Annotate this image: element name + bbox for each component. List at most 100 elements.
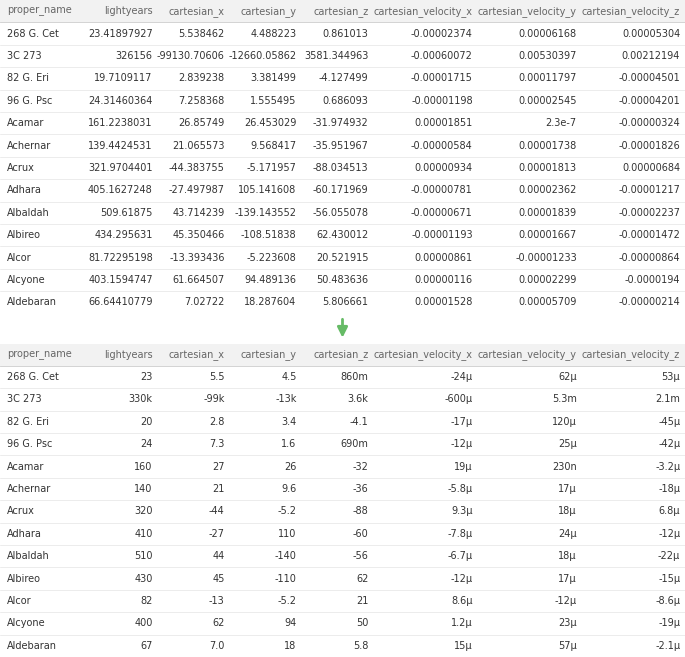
- Text: 50.483636: 50.483636: [316, 275, 369, 285]
- Text: -18μ: -18μ: [658, 484, 680, 494]
- Text: 0.00000934: 0.00000934: [414, 163, 473, 173]
- Text: 61.664507: 61.664507: [173, 275, 225, 285]
- Text: 44: 44: [212, 551, 225, 561]
- Text: 96 G. Psc: 96 G. Psc: [7, 96, 52, 106]
- Text: -13.393436: -13.393436: [169, 252, 225, 263]
- Text: 510: 510: [134, 551, 153, 561]
- Text: 25μ: 25μ: [558, 440, 577, 449]
- Text: -5.171957: -5.171957: [247, 163, 297, 173]
- Text: Alcyone: Alcyone: [7, 618, 45, 628]
- Text: 330k: 330k: [129, 394, 153, 405]
- Text: -60: -60: [353, 529, 369, 539]
- Text: 0.00002299: 0.00002299: [519, 275, 577, 285]
- Text: 94.489136: 94.489136: [245, 275, 297, 285]
- Text: -99130.70606: -99130.70606: [157, 51, 225, 61]
- Bar: [0, 22, 685, 45]
- Text: -0.00000324: -0.00000324: [619, 118, 680, 128]
- Text: -22μ: -22μ: [658, 551, 680, 561]
- Text: -88.034513: -88.034513: [313, 163, 369, 173]
- Text: 0.00000684: 0.00000684: [622, 163, 680, 173]
- Text: Adhara: Adhara: [7, 529, 42, 539]
- Text: -42μ: -42μ: [658, 440, 680, 449]
- Text: 7.3: 7.3: [210, 440, 225, 449]
- Text: 7.0: 7.0: [210, 641, 225, 651]
- Text: -0.0000194: -0.0000194: [625, 275, 680, 285]
- Text: cartesian_x: cartesian_x: [169, 350, 225, 360]
- Text: -0.00000584: -0.00000584: [411, 141, 473, 150]
- Bar: [0, 590, 685, 612]
- Text: -35.951967: -35.951967: [312, 141, 369, 150]
- Text: -19μ: -19μ: [658, 618, 680, 628]
- Text: 0.00011797: 0.00011797: [519, 74, 577, 83]
- Text: 140: 140: [134, 484, 153, 494]
- Text: 4.488223: 4.488223: [251, 29, 297, 39]
- Text: Albireo: Albireo: [7, 574, 41, 583]
- Text: 43.714239: 43.714239: [173, 208, 225, 217]
- Text: 8.6μ: 8.6μ: [451, 596, 473, 606]
- Text: 18μ: 18μ: [558, 507, 577, 516]
- Text: 20.521915: 20.521915: [316, 252, 369, 263]
- Text: -0.00004201: -0.00004201: [619, 96, 680, 106]
- Bar: [0, 157, 685, 179]
- Text: 1.6: 1.6: [282, 440, 297, 449]
- Text: -600μ: -600μ: [445, 394, 473, 405]
- Text: -17μ: -17μ: [451, 417, 473, 427]
- Bar: [0, 0, 685, 22]
- Text: -31.974932: -31.974932: [313, 118, 369, 128]
- Text: -36: -36: [353, 484, 369, 494]
- Text: 23: 23: [140, 372, 153, 382]
- Text: 50: 50: [356, 618, 369, 628]
- Text: 45: 45: [212, 574, 225, 583]
- Text: 430: 430: [134, 574, 153, 583]
- Text: lightyears: lightyears: [104, 350, 153, 359]
- Text: 860m: 860m: [340, 372, 369, 382]
- Text: 509.61875: 509.61875: [101, 208, 153, 217]
- Text: -5.223608: -5.223608: [247, 252, 297, 263]
- Text: Achernar: Achernar: [7, 484, 51, 494]
- Text: 1.2μ: 1.2μ: [451, 618, 473, 628]
- Text: -44.383755: -44.383755: [169, 163, 225, 173]
- Text: -24μ: -24μ: [451, 372, 473, 382]
- Bar: [0, 45, 685, 67]
- Text: 19.7109117: 19.7109117: [95, 74, 153, 83]
- Text: Adhara: Adhara: [7, 185, 42, 195]
- Text: -2.1μ: -2.1μ: [655, 641, 680, 651]
- Text: 23.41897927: 23.41897927: [88, 29, 153, 39]
- Bar: [0, 411, 685, 433]
- Bar: [0, 388, 685, 411]
- Text: -12μ: -12μ: [555, 596, 577, 606]
- Text: 0.00002362: 0.00002362: [519, 185, 577, 195]
- Text: 690m: 690m: [340, 440, 369, 449]
- Text: -0.00001826: -0.00001826: [619, 141, 680, 150]
- Text: 67: 67: [140, 641, 153, 651]
- Text: 5.8: 5.8: [353, 641, 369, 651]
- Text: 18μ: 18μ: [558, 551, 577, 561]
- Text: -0.00002374: -0.00002374: [411, 29, 473, 39]
- Text: -4.1: -4.1: [350, 417, 369, 427]
- Text: 0.00005304: 0.00005304: [622, 29, 680, 39]
- Text: Albaldah: Albaldah: [7, 551, 49, 561]
- Text: 18.287604: 18.287604: [245, 298, 297, 307]
- Text: -8.6μ: -8.6μ: [656, 596, 680, 606]
- Bar: [0, 202, 685, 224]
- Bar: [0, 112, 685, 135]
- Text: 3C 273: 3C 273: [7, 394, 42, 405]
- Text: -108.51838: -108.51838: [241, 230, 297, 240]
- Text: -12μ: -12μ: [658, 529, 680, 539]
- Text: -0.00000214: -0.00000214: [619, 298, 680, 307]
- Text: -56.055078: -56.055078: [312, 208, 369, 217]
- Text: 0.00212194: 0.00212194: [622, 51, 680, 61]
- Text: 24: 24: [140, 440, 153, 449]
- Text: -4.127499: -4.127499: [319, 74, 369, 83]
- Text: -0.00001193: -0.00001193: [411, 230, 473, 240]
- Text: Acrux: Acrux: [7, 163, 35, 173]
- Text: -13: -13: [209, 596, 225, 606]
- Text: -27.497987: -27.497987: [169, 185, 225, 195]
- Text: 94: 94: [284, 618, 297, 628]
- Text: Acamar: Acamar: [7, 118, 45, 128]
- Text: 17μ: 17μ: [558, 574, 577, 583]
- Text: cartesian_x: cartesian_x: [169, 6, 225, 16]
- Text: 7.258368: 7.258368: [178, 96, 225, 106]
- Text: 82 G. Eri: 82 G. Eri: [7, 417, 49, 427]
- Text: cartesian_velocity_z: cartesian_velocity_z: [582, 6, 680, 16]
